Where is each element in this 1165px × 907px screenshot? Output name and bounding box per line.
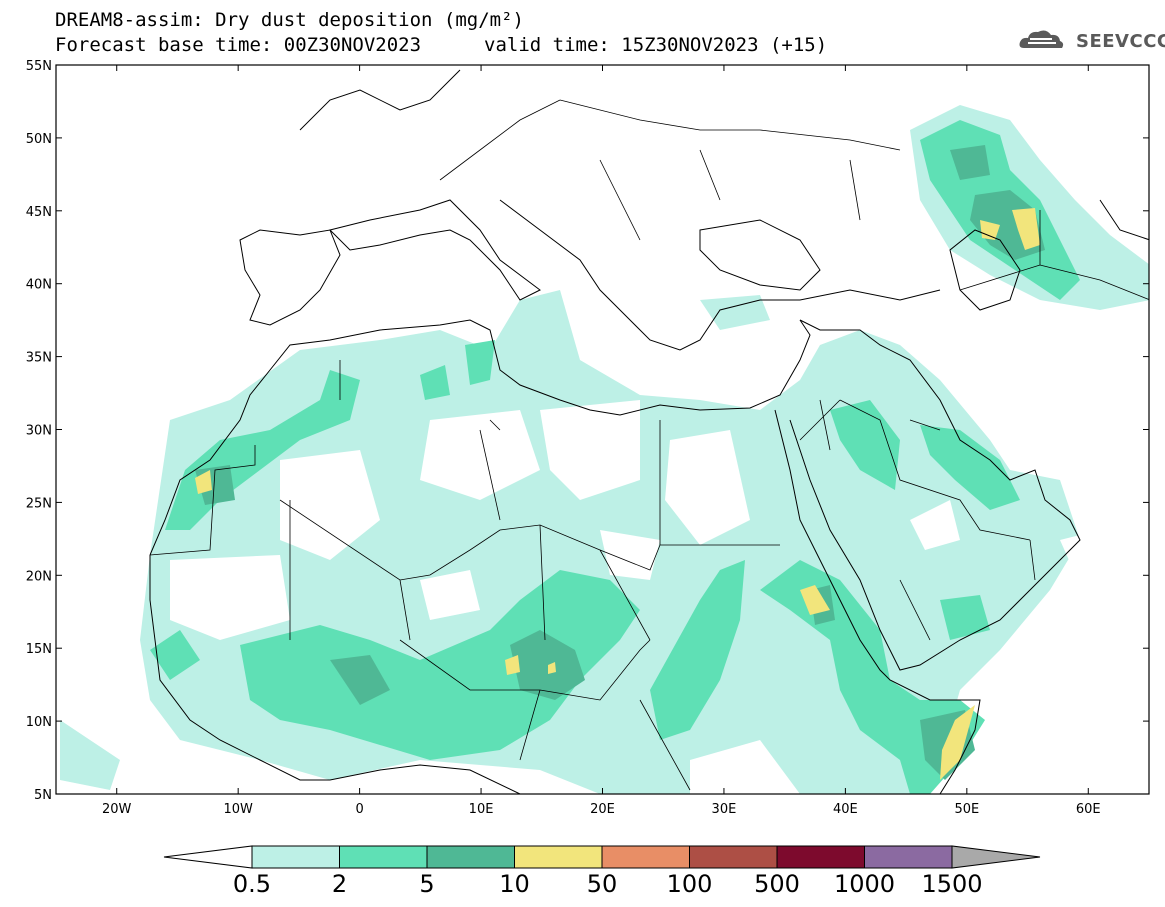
colorbar-segment [689, 845, 778, 869]
map-title: DREAM8-assim: Dry dust deposition (mg/m²… [55, 9, 524, 31]
lat-tick-label: 35N [26, 351, 52, 366]
lon-tick-label: 0 [355, 802, 363, 817]
colorbar-legend: 0.5 2 5 10 50 100 500 1000 1500 [163, 845, 1041, 898]
lat-tick-label: 40N [26, 278, 52, 293]
lat-tick-label: 5N [34, 788, 52, 803]
colorbar-segment [426, 845, 515, 869]
latitude-axis: 55N 50N 45N 40N 35N 30N 25N 20N 15N 10N 5N [26, 59, 1149, 803]
lon-tick-label: 60E [1076, 802, 1101, 817]
lon-tick-label: 20W [102, 802, 132, 817]
dust-level-10-50 [195, 208, 1040, 780]
colorbar-segment [514, 845, 603, 869]
dust-fields [60, 105, 1149, 794]
colorbar-label: 500 [754, 870, 800, 898]
colorbar-label: 5 [419, 870, 434, 898]
colorbar-label: 1000 [834, 870, 895, 898]
dust-level-5-10 [195, 145, 1045, 780]
colorbar-segment [864, 845, 953, 869]
colorbar-low-arrow [163, 845, 253, 869]
colorbar-label: 0.5 [233, 870, 271, 898]
lat-tick-label: 45N [26, 205, 52, 220]
colorbar-segment [601, 845, 690, 869]
lon-tick-label: 20E [590, 802, 615, 817]
lon-tick-label: 10W [223, 802, 253, 817]
lon-tick-label: 50E [954, 802, 979, 817]
lat-tick-label: 55N [26, 59, 52, 74]
lat-tick-label: 25N [26, 496, 52, 511]
lat-tick-label: 30N [26, 424, 52, 439]
colorbar-segment [339, 845, 428, 869]
colorbar-label: 2 [332, 870, 347, 898]
lon-tick-label: 30E [712, 802, 737, 817]
longitude-axis: 20W 10W 0 10E 20E 30E 40E 50E 60E [102, 65, 1101, 817]
lat-tick-label: 10N [26, 715, 52, 730]
colorbar-high-arrow [951, 845, 1041, 869]
cloud-icon [1019, 30, 1064, 48]
lat-tick-label: 20N [26, 569, 52, 584]
colorbar-label: 100 [667, 870, 713, 898]
lon-tick-label: 40E [833, 802, 858, 817]
lat-tick-label: 15N [26, 642, 52, 657]
country-borders [149, 99, 1149, 791]
colorbar-label: 1500 [921, 870, 982, 898]
seevccc-logo: SEEVCCC [1076, 31, 1165, 52]
colorbar-segment [776, 845, 865, 869]
colorbar-label: 50 [587, 870, 618, 898]
lat-tick-label: 50N [26, 132, 52, 147]
valid-time: valid time: 15Z30NOV2023 (+15) [484, 34, 828, 56]
colorbar-segment [251, 845, 340, 869]
dust-gaps [170, 400, 1110, 794]
coastlines [149, 69, 1149, 794]
colorbar-label: 10 [499, 870, 530, 898]
forecast-base-time: Forecast base time: 00Z30NOV2023 [55, 34, 422, 56]
lon-tick-label: 10E [469, 802, 494, 817]
